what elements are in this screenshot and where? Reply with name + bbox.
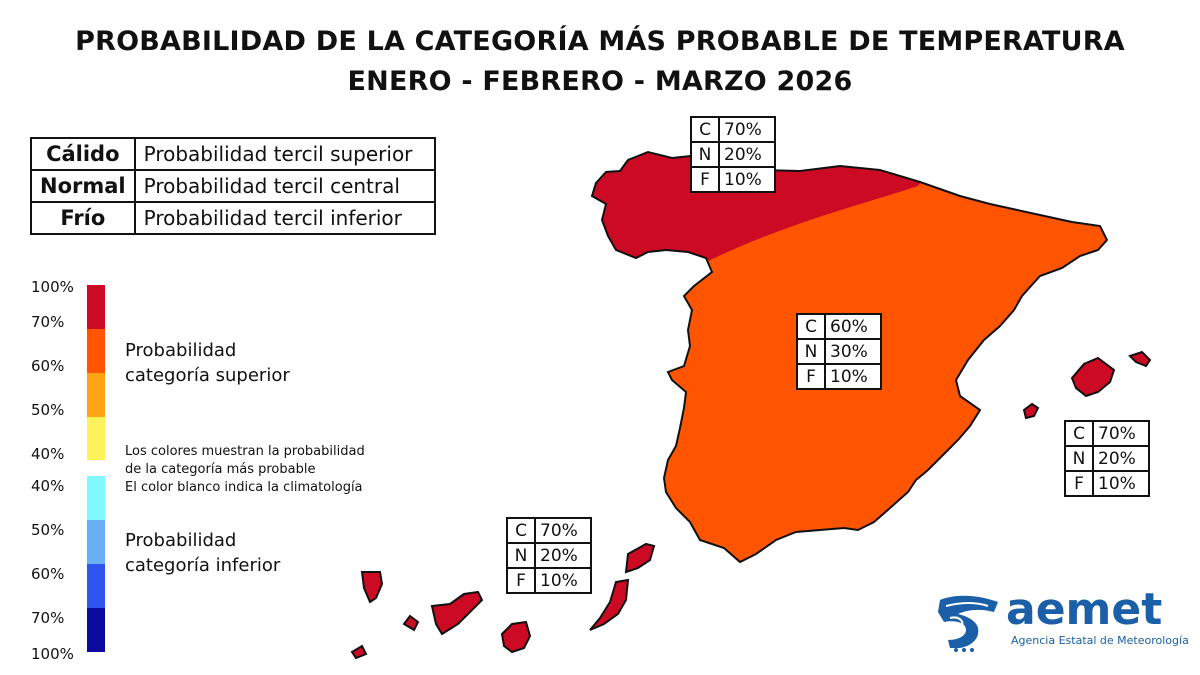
- category-cell: C: [690, 116, 720, 143]
- tenerife-island: [430, 590, 484, 636]
- legend-row: Normal Probabilidad tercil central: [30, 169, 436, 203]
- fuerteventura-island: [589, 578, 630, 631]
- aemet-logo: aemet Agencia Estatal de Meteorología: [936, 584, 1189, 654]
- scale-color-block: [87, 608, 105, 652]
- balearic-probability-table: C 70% N 20% F 10%: [1064, 420, 1150, 497]
- scale-label: 50%: [31, 521, 65, 539]
- probability-cell: 20%: [1092, 445, 1150, 472]
- category-cell: N: [796, 338, 826, 365]
- mainland-outline: [590, 150, 1109, 564]
- probability-cell: 10%: [718, 166, 776, 193]
- category-cell: N: [506, 542, 536, 569]
- scale-label: 40%: [31, 445, 65, 463]
- probability-cell: 30%: [824, 338, 882, 365]
- gran-canaria-island: [500, 620, 532, 654]
- category-cell: F: [796, 363, 826, 390]
- mallorca-island: [1070, 356, 1116, 398]
- el-hierro-island: [350, 644, 368, 660]
- probability-cell: 10%: [1092, 470, 1150, 497]
- legend-value: Probabilidad tercil inferior: [133, 201, 436, 235]
- scale-label: 100%: [31, 645, 74, 663]
- scale-label: 40%: [31, 477, 65, 495]
- table-row: C 60%: [796, 313, 882, 340]
- lower-category-label: Probabilidad categoría inferior: [125, 530, 281, 576]
- category-legend-table: Cálido Probabilidad tercil superior Norm…: [30, 137, 436, 235]
- la-palma-island: [360, 571, 384, 604]
- legend-row: Cálido Probabilidad tercil superior: [30, 137, 436, 171]
- table-row: F 10%: [1064, 470, 1150, 497]
- table-row: N 20%: [506, 542, 592, 569]
- scale-color-block: [87, 417, 105, 460]
- logo-subtitle: Agencia Estatal de Meteorología: [1011, 634, 1189, 647]
- probability-cell: 70%: [718, 116, 776, 143]
- scale-label: 70%: [31, 609, 65, 627]
- table-row: N 20%: [690, 141, 776, 168]
- category-cell: C: [1064, 420, 1094, 447]
- center-probability-table: C 60% N 30% F 10%: [796, 313, 882, 390]
- scale-label: 60%: [31, 357, 65, 375]
- page-subtitle: ENERO - FEBRERO - MARZO 2026: [347, 66, 853, 97]
- scale-note: Los colores muestran la probabilidad de …: [125, 443, 425, 497]
- table-row: N 30%: [796, 338, 882, 365]
- table-row: N 20%: [1064, 445, 1150, 472]
- note-line: El color blanco indica la climatología: [125, 480, 363, 495]
- table-row: C 70%: [506, 517, 592, 544]
- scale-label: 60%: [31, 565, 65, 583]
- category-cell: C: [506, 517, 536, 544]
- aemet-emblem-icon: [938, 595, 998, 652]
- probability-cell: 60%: [824, 313, 882, 340]
- probability-cell: 20%: [718, 141, 776, 168]
- scale-color-block: [87, 373, 105, 417]
- scale-color-block: [87, 285, 105, 329]
- category-cell: N: [1064, 445, 1094, 472]
- ibiza-island: [1022, 402, 1040, 420]
- scale-color-block: [87, 520, 105, 564]
- scale-label: 70%: [31, 313, 65, 331]
- legend-key: Cálido: [30, 137, 136, 171]
- scale-color-block: [87, 329, 105, 373]
- table-row: C 70%: [1064, 420, 1150, 447]
- probability-cell: 10%: [534, 567, 592, 594]
- category-cell: N: [690, 141, 720, 168]
- scale-label: 50%: [31, 401, 65, 419]
- legend-key: Frío: [30, 201, 136, 235]
- legend-value: Probabilidad tercil central: [133, 169, 436, 203]
- table-row: F 10%: [506, 567, 592, 594]
- legend-row: Frío Probabilidad tercil inferior: [30, 201, 436, 235]
- canary-probability-table: C 70% N 20% F 10%: [506, 517, 592, 594]
- scale-color-block: [87, 476, 105, 520]
- page-title: PROBABILIDAD DE LA CATEGORÍA MÁS PROBABL…: [75, 26, 1125, 57]
- legend-key: Normal: [30, 169, 136, 203]
- la-gomera-island: [402, 614, 420, 632]
- category-cell: F: [506, 567, 536, 594]
- scale-color-block: [87, 564, 105, 608]
- probability-cell: 70%: [1092, 420, 1150, 447]
- probability-cell: 10%: [824, 363, 882, 390]
- table-row: F 10%: [690, 166, 776, 193]
- logo-wordmark: aemet: [1006, 584, 1163, 635]
- legend-value: Probabilidad tercil superior: [133, 137, 436, 171]
- upper-category-label: Probabilidad categoría superior: [125, 340, 290, 386]
- note-line: de la categoría más probable: [125, 462, 316, 477]
- probability-cell: 70%: [534, 517, 592, 544]
- category-cell: F: [690, 166, 720, 193]
- lanzarote-island: [624, 542, 656, 574]
- table-row: C 70%: [690, 116, 776, 143]
- probability-cell: 20%: [534, 542, 592, 569]
- menorca-island: [1128, 350, 1152, 368]
- category-cell: F: [1064, 470, 1094, 497]
- north-probability-table: C 70% N 20% F 10%: [690, 116, 776, 193]
- table-row: F 10%: [796, 363, 882, 390]
- scale-label: 100%: [31, 278, 74, 296]
- note-line: Los colores muestran la probabilidad: [125, 444, 365, 459]
- category-cell: C: [796, 313, 826, 340]
